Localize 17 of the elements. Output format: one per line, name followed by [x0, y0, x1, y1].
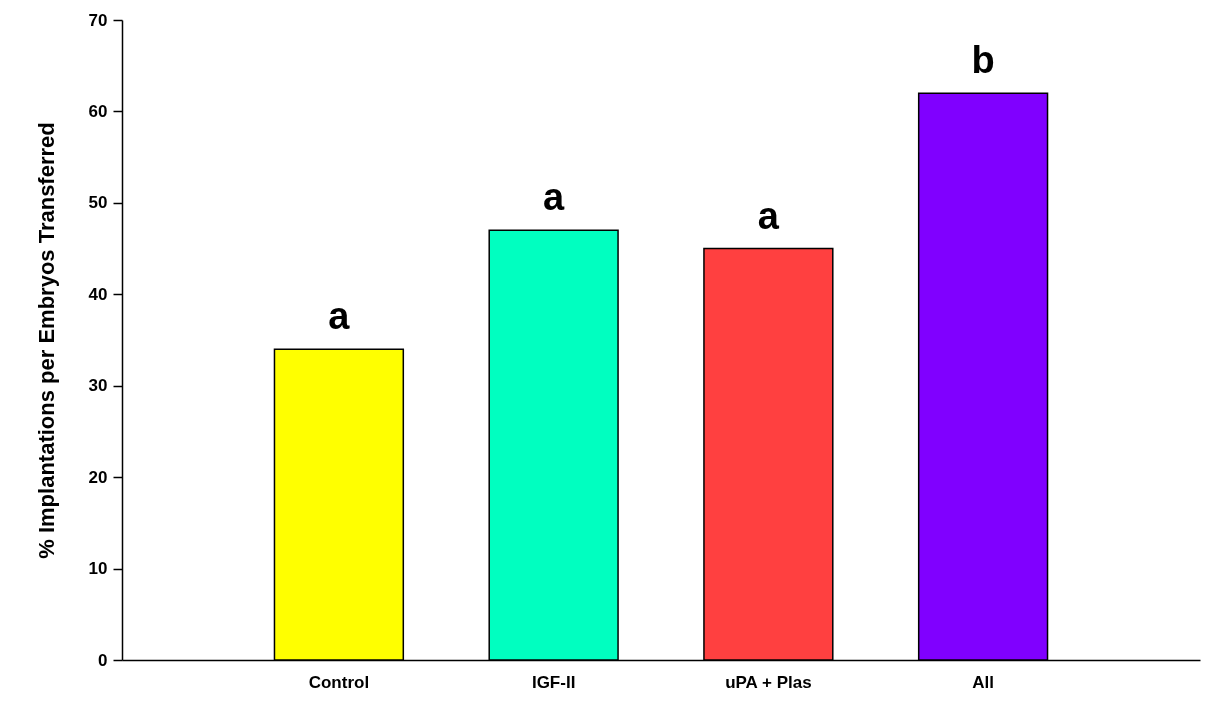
y-tick-label: 70 — [88, 10, 108, 30]
x-tick-label: Control — [308, 672, 370, 692]
y-tick-label: 50 — [88, 193, 108, 213]
y-tick-label: 0 — [98, 650, 108, 670]
y-tick-label: 40 — [88, 284, 108, 304]
x-tick-label: IGF-II — [531, 672, 576, 692]
y-tick-label: 10 — [88, 559, 108, 579]
y-tick-label: 60 — [88, 101, 108, 121]
annotation: a — [757, 194, 780, 237]
annotation: a — [543, 176, 566, 219]
y-axis-title: % Implantations per Embryos Transferred — [33, 122, 59, 559]
annotation: b — [971, 39, 995, 82]
y-tick-label: 20 — [88, 467, 108, 487]
y-tick-label: 30 — [88, 376, 108, 396]
annotation: a — [328, 295, 351, 338]
x-tick-label: All — [972, 672, 994, 692]
x-tick-label: uPA + Plas — [725, 672, 812, 692]
